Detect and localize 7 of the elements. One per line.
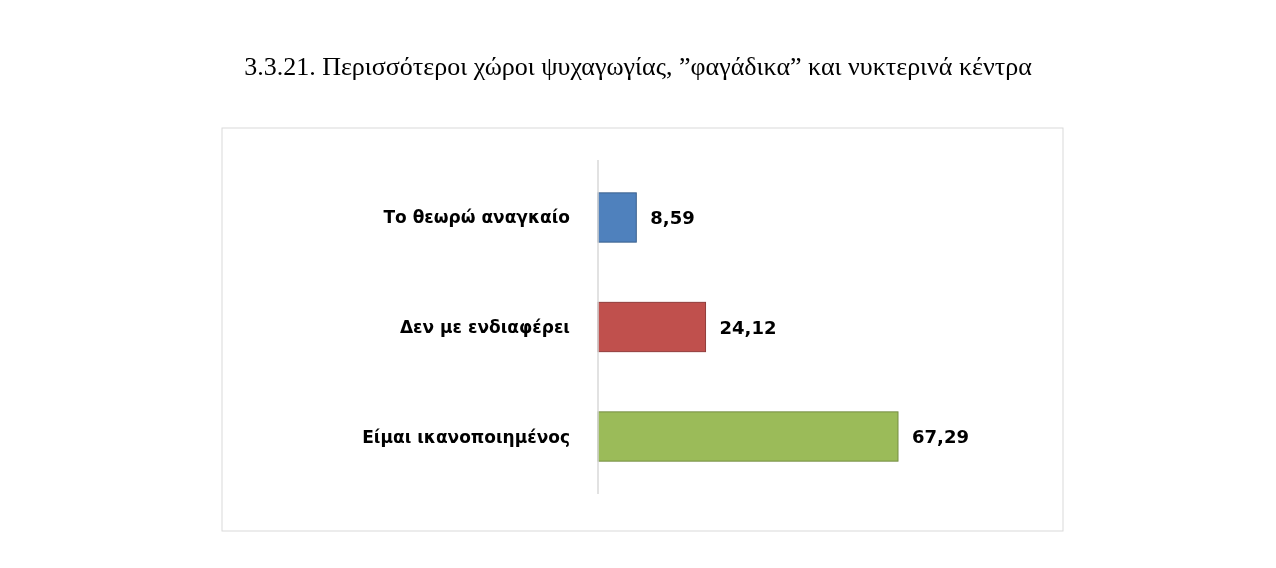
data-label: 8,59 <box>650 206 695 228</box>
y-tick-label: Είμαι ικανοποιημένος <box>362 426 570 447</box>
data-label: 67,29 <box>912 426 969 448</box>
y-tick-label: Το θεωρώ αναγκαίο <box>383 207 570 228</box>
chart-title: 3.3.21. Περισσότεροι χώροι ψυχαγωγίας, ”φαγάδικα” και νυκτερινά κέντρα <box>244 52 1033 81</box>
data-label: 24,12 <box>719 316 777 338</box>
y-tick-label: Δεν με ενδιαφέρει <box>399 317 570 337</box>
